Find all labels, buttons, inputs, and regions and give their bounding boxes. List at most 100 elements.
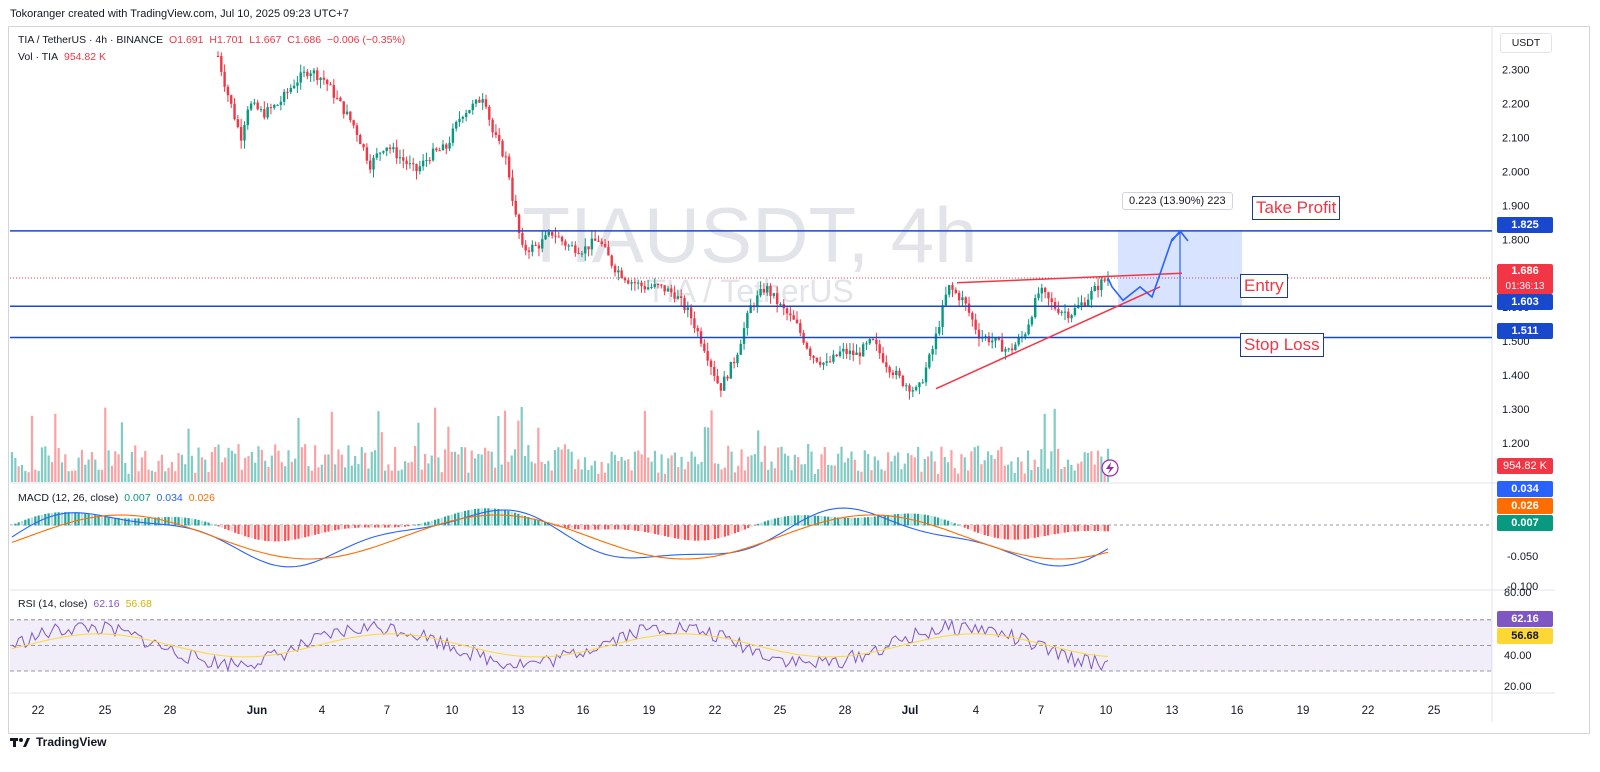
currency-unit-button[interactable]: USDT: [1500, 33, 1552, 53]
volume-bar: [673, 452, 677, 482]
volume-bar: [737, 465, 740, 482]
tradingview-brand-label: TradingView: [36, 735, 107, 749]
candle-body: [825, 361, 828, 363]
macd-bar: [523, 515, 527, 526]
candle-body: [914, 387, 918, 391]
macd-bar: [260, 525, 263, 541]
candle-body: [898, 370, 901, 376]
volume-bar: [813, 473, 816, 482]
volume-bar: [430, 455, 433, 482]
macd-legend: MACD (12, 26, close) 0.007 0.034 0.026: [18, 492, 218, 504]
volume-bar: [340, 454, 343, 482]
candle-body: [544, 235, 547, 240]
volume-bar: [510, 455, 513, 482]
candle-body: [961, 297, 964, 301]
candle-body: [908, 385, 911, 392]
volume-bar: [114, 451, 117, 482]
volume-bar: [30, 415, 34, 482]
candle-body: [1047, 292, 1050, 299]
macd-bar: [687, 525, 690, 541]
watermark-subtitle: TIA / TetherUS: [646, 273, 854, 309]
macd-bar: [294, 525, 297, 540]
tradingview-brand[interactable]: TradingView: [10, 735, 106, 749]
macd-bar: [214, 524, 217, 526]
macd-bar: [204, 521, 207, 526]
candle-body: [865, 343, 868, 345]
macd-bar: [403, 525, 407, 527]
macd-bar: [54, 512, 57, 526]
macd-histogram: [10, 508, 1110, 542]
macd-bar: [117, 518, 120, 526]
macd-bar: [843, 517, 846, 526]
macd-bar: [443, 516, 447, 526]
macd-bar: [130, 518, 134, 526]
candle-body: [918, 382, 921, 388]
candle-body: [309, 73, 312, 77]
candle-body: [991, 340, 994, 343]
volume-bar: [150, 470, 154, 482]
candle-body: [607, 246, 610, 256]
macd-bar: [946, 520, 950, 526]
macd-bar: [397, 525, 400, 528]
candle-body: [511, 177, 514, 201]
macd-bar: [563, 525, 567, 528]
volume-bar: [387, 464, 390, 482]
candle-body: [501, 140, 504, 157]
volume-bar: [653, 450, 657, 482]
macd-bar: [996, 525, 1000, 539]
macd-bar: [307, 525, 310, 537]
candle-body: [987, 336, 991, 343]
candle-body: [517, 214, 521, 233]
macd-bar: [750, 525, 753, 527]
macd-bar: [880, 515, 883, 526]
candle-body: [828, 361, 832, 363]
macd-bar: [147, 517, 150, 526]
candle-body: [580, 253, 584, 255]
volume-bar: [453, 451, 457, 482]
volume-bar: [334, 464, 337, 482]
candle-body: [359, 135, 362, 145]
signal-line: [11, 514, 1109, 560]
candle-body: [957, 292, 961, 301]
macd-bar: [317, 525, 320, 534]
macd-bar: [230, 525, 233, 532]
time-tick-label: Jun: [247, 705, 267, 717]
volume-bar: [963, 457, 966, 482]
macd-bar: [617, 525, 620, 530]
volume-bar: [134, 445, 137, 482]
volume-bar: [140, 457, 144, 482]
rsi-value: 62.16: [93, 598, 120, 610]
macd-bar: [956, 524, 960, 526]
candle-body: [524, 244, 527, 251]
candle-body: [474, 99, 478, 104]
macd-bar: [124, 518, 127, 526]
candle-body: [901, 375, 905, 386]
macd-bar: [380, 525, 383, 528]
macd-bar: [650, 525, 653, 534]
volume-bar: [17, 466, 20, 482]
candle-body: [316, 70, 319, 80]
macd-bar: [663, 525, 667, 537]
volume-bar: [913, 457, 916, 482]
candle-body: [1070, 315, 1073, 319]
wedge-upper-line: [956, 272, 1183, 284]
macd-bar: [920, 514, 923, 526]
candle-body: [885, 362, 888, 367]
volume-bar: [937, 473, 940, 482]
macd-bar: [180, 517, 183, 526]
candle-body: [627, 280, 630, 284]
macd-bar: [107, 517, 110, 526]
candle-body: [249, 103, 253, 110]
macd-bar: [797, 515, 800, 526]
volume-bar: [10, 452, 14, 482]
macd-bar: [603, 525, 607, 530]
macd-bar: [340, 525, 343, 530]
candle-body: [402, 157, 405, 161]
macd-bar: [200, 520, 203, 526]
candle-body: [1034, 298, 1037, 318]
low-value: L1.667: [249, 34, 282, 46]
macd-bar: [870, 516, 873, 526]
candle-body: [398, 157, 402, 159]
macd-bar: [1050, 525, 1053, 535]
